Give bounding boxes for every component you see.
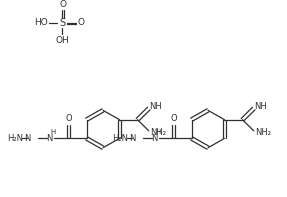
Text: H: H	[50, 129, 55, 136]
Text: H₂N: H₂N	[113, 134, 129, 143]
Text: NH: NH	[150, 102, 162, 111]
Text: S: S	[59, 18, 65, 28]
Text: O: O	[65, 114, 72, 123]
Text: O: O	[59, 0, 67, 9]
Text: H₂N: H₂N	[7, 134, 24, 143]
Text: OH: OH	[55, 36, 69, 45]
Text: NH₂: NH₂	[255, 128, 271, 137]
Text: N: N	[46, 134, 53, 143]
Text: O: O	[170, 114, 177, 123]
Text: NH₂: NH₂	[150, 128, 166, 137]
Text: N: N	[151, 134, 158, 143]
Text: O: O	[77, 18, 84, 27]
Text: N: N	[129, 134, 136, 143]
Text: N: N	[24, 134, 31, 143]
Text: H: H	[155, 129, 160, 136]
Text: NH: NH	[254, 102, 267, 111]
Text: HO: HO	[34, 18, 48, 27]
